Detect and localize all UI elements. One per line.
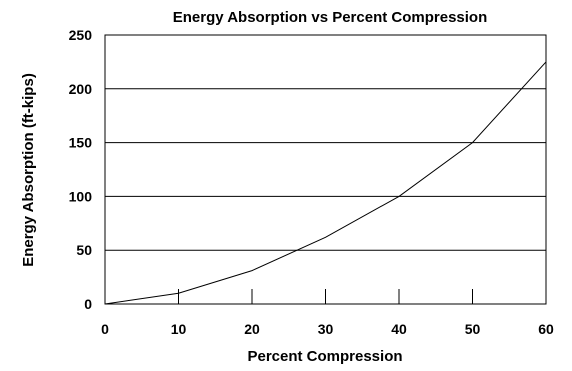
chart-title: Energy Absorption vs Percent Compression — [173, 9, 488, 26]
x-tick-label-20: 20 — [244, 321, 260, 337]
y-tick-label-50: 50 — [76, 242, 92, 258]
series-layer — [104, 61, 547, 305]
x-tick-label-60: 60 — [538, 321, 554, 337]
x-tick-labels: 0 10 20 30 40 50 60 — [101, 321, 554, 337]
x-tick-label-10: 10 — [171, 321, 187, 337]
x-tick-label-50: 50 — [465, 321, 481, 337]
x-axis-label: Percent Compression — [247, 348, 402, 365]
axis-ticks — [178, 289, 473, 304]
series-line-0 — [104, 61, 547, 305]
y-tick-label-200: 200 — [69, 81, 93, 97]
x-tick-label-0: 0 — [101, 321, 109, 337]
x-tick-label-40: 40 — [391, 321, 407, 337]
y-tick-label-0: 0 — [84, 296, 92, 312]
y-axis-label: Energy Absorption (ft-kips) — [20, 73, 37, 267]
grid-lines — [105, 88, 546, 251]
y-tick-label-250: 250 — [69, 27, 93, 43]
y-tick-label-100: 100 — [69, 188, 93, 204]
x-tick-label-30: 30 — [318, 321, 334, 337]
y-tick-label-150: 150 — [69, 135, 93, 151]
y-tick-labels: 0 50 100 150 200 250 — [69, 27, 93, 312]
plot-frame — [104, 34, 547, 305]
